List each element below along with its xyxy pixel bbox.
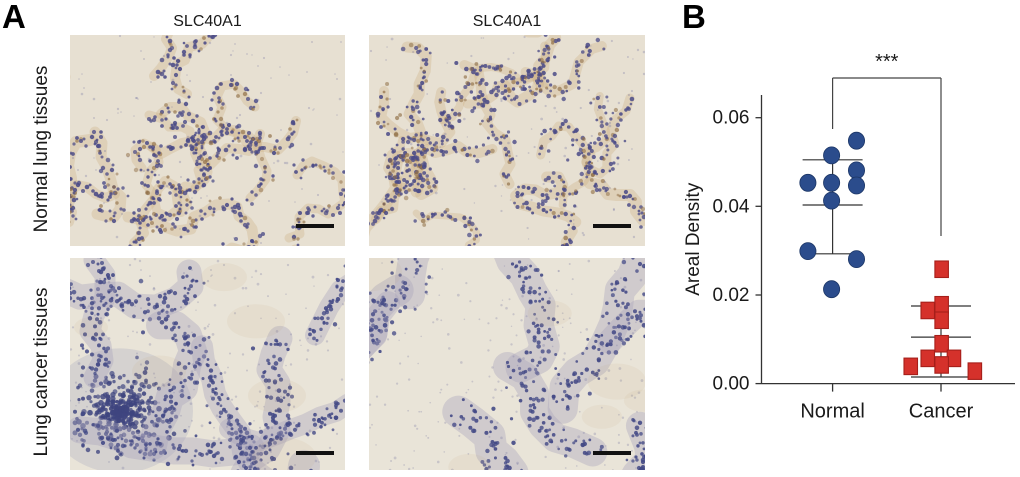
svg-text:0.02: 0.02 [713, 285, 750, 306]
svg-text:Areal Density: Areal Density [683, 182, 704, 295]
svg-text:0.04: 0.04 [713, 196, 750, 217]
svg-text:***: *** [875, 51, 899, 73]
svg-text:Normal: Normal [800, 401, 864, 423]
svg-text:0.00: 0.00 [713, 374, 750, 395]
svg-text:0.06: 0.06 [713, 108, 750, 129]
svg-text:Cancer: Cancer [909, 401, 974, 423]
